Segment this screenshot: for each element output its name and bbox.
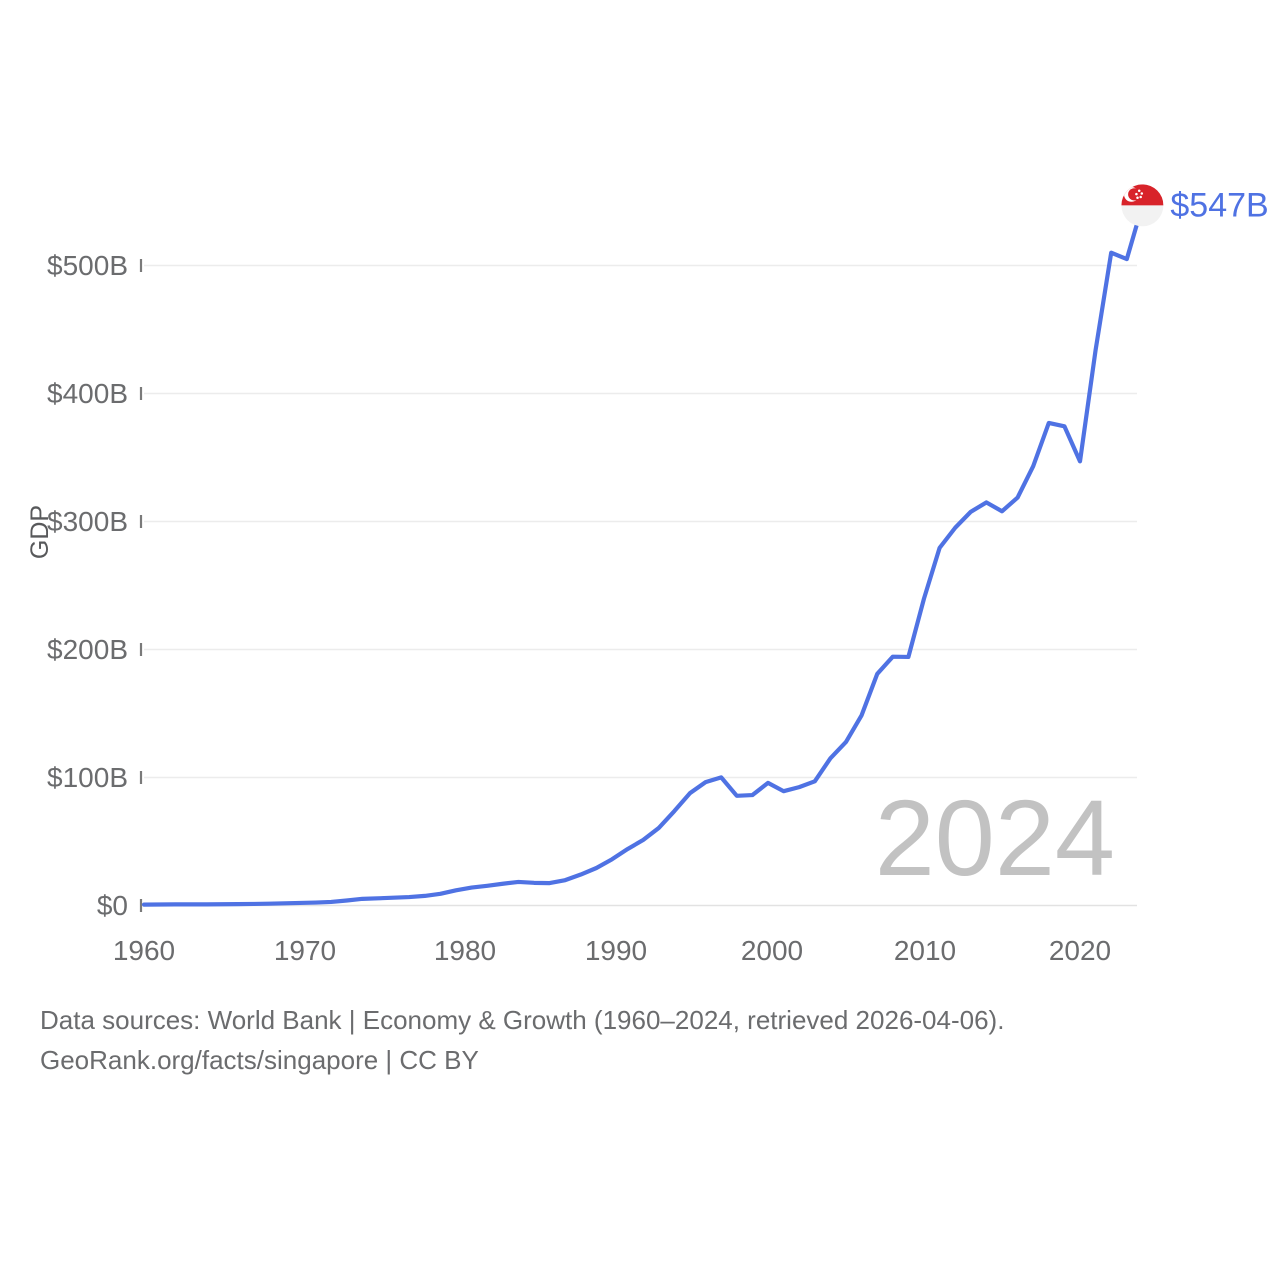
gridlines (144, 264, 1137, 907)
x-tick-label-1990: 1990 (585, 935, 647, 966)
singapore-flag-icon (1121, 184, 1164, 227)
y-axis-title: GDP (26, 505, 54, 559)
footer-attribution: Data sources: World Bank | Economy & Gro… (40, 1005, 1004, 1075)
x-axis-tick-labels: 1960 1970 1980 1990 2000 2010 2020 (113, 935, 1111, 966)
x-tick-label-1980: 1980 (434, 935, 496, 966)
x-tick-label-1960: 1960 (113, 935, 175, 966)
y-tick-label-300: $300B (47, 506, 128, 537)
x-tick-label-2000: 2000 (741, 935, 803, 966)
y-tick-label-400: $400B (47, 378, 128, 409)
y-tick-label-500: $500B (47, 250, 128, 281)
y-axis-tick-labels: $500B $400B $300B $200B $100B $0 (47, 250, 128, 921)
footer-line-sources: Data sources: World Bank | Economy & Gro… (40, 1005, 1004, 1035)
x-tick-label-2010: 2010 (894, 935, 956, 966)
x-tick-label-2020: 2020 (1049, 935, 1111, 966)
endpoint-flag-marker (1121, 184, 1164, 227)
y-tick-label-0: $0 (97, 890, 128, 921)
x-tick-label-1970: 1970 (274, 935, 336, 966)
gdp-line-series (141, 203, 1145, 907)
year-watermark: 2024 (875, 777, 1115, 898)
y-tick-label-100: $100B (47, 762, 128, 793)
footer-line-credit: GeoRank.org/facts/singapore | CC BY (40, 1045, 479, 1075)
endpoint-value-label: $547B (1170, 186, 1268, 224)
y-tick-label-200: $200B (47, 634, 128, 665)
